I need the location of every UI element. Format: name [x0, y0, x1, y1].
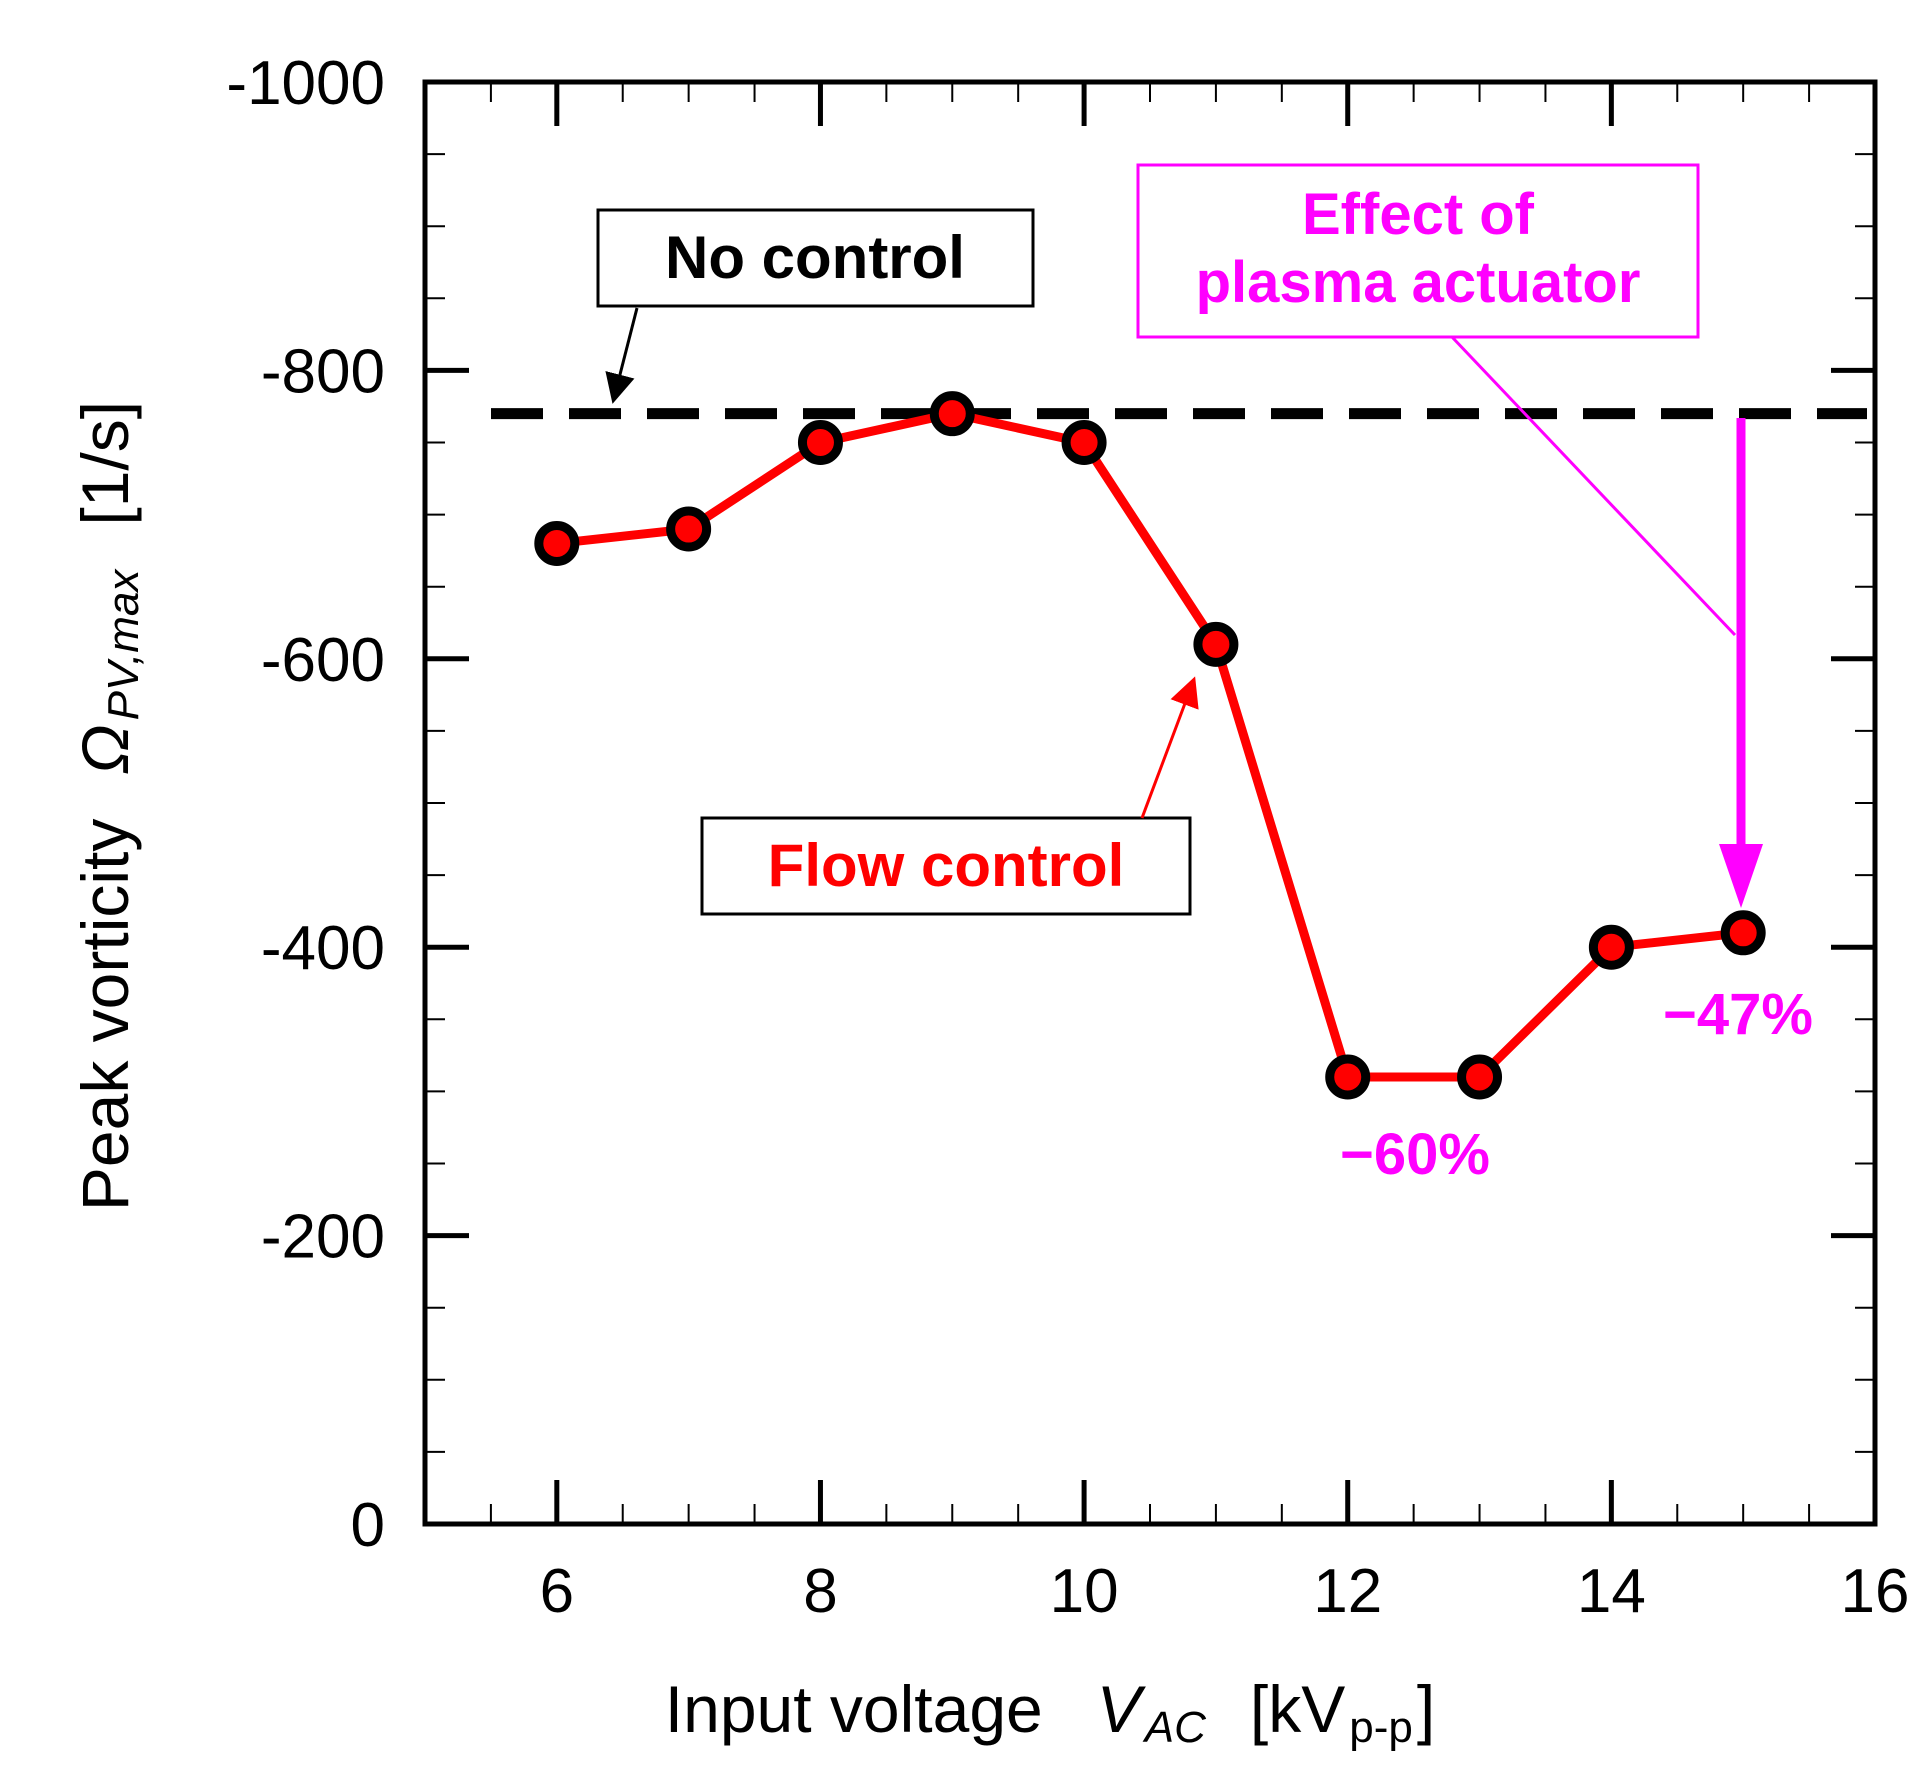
y-tick-label: -600	[261, 626, 385, 695]
x-tick-label: 14	[1577, 1557, 1646, 1626]
y-tick-label: 0	[351, 1491, 385, 1560]
x-tick-label: 8	[803, 1557, 837, 1626]
data-point	[534, 520, 580, 566]
x-tick-label: 10	[1050, 1557, 1119, 1626]
pct-47-label: −47%	[1663, 982, 1813, 1047]
data-point	[1720, 910, 1766, 956]
effect-label-line1: Effect of	[1302, 182, 1535, 247]
flow-control-series-line	[556, 409, 1744, 1082]
pct-60-label: −60%	[1340, 1122, 1490, 1187]
x-tick-label: 12	[1313, 1557, 1382, 1626]
data-point	[1325, 1054, 1371, 1100]
data-point	[1193, 621, 1239, 667]
data-point	[929, 391, 975, 437]
y-tick-label: -400	[261, 914, 385, 983]
effect-label-box	[1136, 163, 1700, 339]
data-point	[1588, 924, 1634, 970]
tick-labels: 6 8 10 12 14 16 0 -200 -400 -600 -800 -1000	[226, 49, 1909, 1626]
flow-control-markers	[534, 391, 1766, 1100]
no-control-label-box	[596, 208, 1035, 308]
x-tick-label: 6	[540, 1557, 574, 1626]
flow-control-label: Flow control	[768, 832, 1125, 899]
y-tick-label: -200	[261, 1203, 385, 1272]
y-tick-label: -800	[261, 337, 385, 406]
no-control-arrow	[605, 307, 639, 404]
flow-control-arrow	[1140, 676, 1199, 819]
no-control-label: No control	[665, 224, 965, 291]
data-point	[797, 420, 843, 465]
effect-arrow-head	[1719, 844, 1763, 908]
data-point	[1457, 1054, 1503, 1100]
major-ticks	[425, 79, 1878, 1527]
y-tick-label: -1000	[226, 49, 385, 118]
flow-control-label-box	[700, 816, 1192, 916]
x-axis-title: Input voltage V AC [kV p-p ]	[665, 1672, 1435, 1752]
x-tick-label: 16	[1841, 1557, 1910, 1626]
data-point	[1061, 420, 1107, 465]
effect-leader-line	[1450, 335, 1737, 637]
data-point	[666, 506, 712, 552]
effect-label-line2: plasma actuator	[1196, 250, 1641, 315]
y-axis-title: Peak vorticity Ω PV,max [1/s]	[68, 401, 148, 1211]
